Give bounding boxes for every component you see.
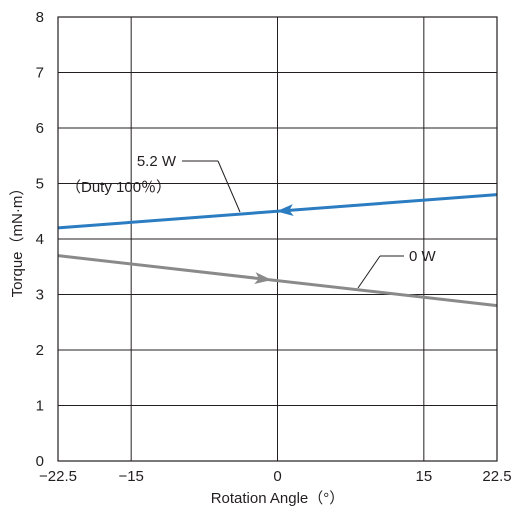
annotation-0w-label: 0 W xyxy=(409,248,437,265)
x-tick-label: 22.5 xyxy=(482,468,511,485)
x-tick-label: −15 xyxy=(118,468,143,485)
annotations: 5.2 W （Duty 100％） 0 W xyxy=(66,153,437,289)
x-axis-ticks: −22.5 −15 0 15 22.5 xyxy=(39,468,512,485)
y-tick-label: 3 xyxy=(36,287,44,304)
series-layer xyxy=(57,193,498,308)
plot-frame xyxy=(57,16,498,462)
y-tick-label: 6 xyxy=(36,120,44,137)
annotation-5-2w-leader-diag xyxy=(217,160,241,213)
y-axis-title: Torque（mN·m） xyxy=(9,181,26,298)
y-tick-label: 2 xyxy=(36,342,44,359)
series-arrow-1 xyxy=(254,272,272,285)
y-tick-label: 1 xyxy=(36,398,44,415)
x-tick-label: −22.5 xyxy=(39,468,77,485)
series-line-1 xyxy=(57,254,498,308)
annotation-0w-leader-diag xyxy=(357,255,381,289)
grid xyxy=(57,16,498,462)
y-axis-ticks: 0 1 2 3 4 5 6 7 8 xyxy=(36,9,44,470)
annotation-5-2w-label: 5.2 W xyxy=(137,153,177,170)
x-tick-label: 0 xyxy=(273,468,281,485)
y-tick-label: 7 xyxy=(36,65,44,82)
series-arrow-0 xyxy=(276,204,294,217)
y-tick-label: 5 xyxy=(36,176,44,193)
y-tick-label: 4 xyxy=(36,231,44,248)
y-tick-label: 8 xyxy=(36,9,44,26)
annotation-duty-label: （Duty 100％） xyxy=(66,179,171,196)
x-tick-label: 15 xyxy=(415,468,432,485)
x-axis-title: Rotation Angle（°） xyxy=(211,490,345,507)
y-tick-label: 0 xyxy=(36,453,44,470)
